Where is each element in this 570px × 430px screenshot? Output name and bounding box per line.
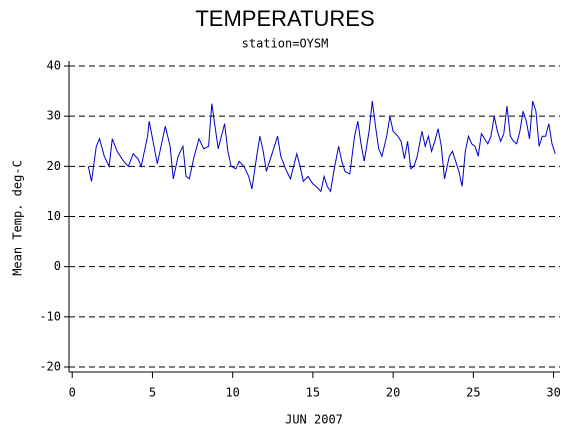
y-tick-label: 30 — [47, 109, 61, 123]
y-tick-label: 20 — [47, 159, 61, 173]
x-tick-label: 5 — [149, 386, 156, 400]
y-tick-label: -10 — [39, 309, 61, 323]
data-line — [87, 100, 556, 193]
x-tick-label: 0 — [69, 386, 76, 400]
chart-title: TEMPERATURES — [195, 6, 374, 31]
x-tick-label: 25 — [466, 386, 480, 400]
y-axis-label: Mean Temp. deg-C — [11, 160, 25, 276]
x-tick-label: 20 — [386, 386, 400, 400]
y-tick-label: -20 — [39, 359, 61, 373]
y-tick-label: 40 — [47, 59, 61, 73]
x-axis-label: JUN 2007 — [285, 413, 343, 427]
x-tick-label: 15 — [306, 386, 320, 400]
x-tick-label: 30 — [546, 386, 560, 400]
y-tick-label: 10 — [47, 209, 61, 223]
chart-subtitle: station=OYSM — [242, 37, 329, 51]
y-tick-label: 0 — [54, 259, 61, 273]
x-tick-label: 10 — [225, 386, 239, 400]
